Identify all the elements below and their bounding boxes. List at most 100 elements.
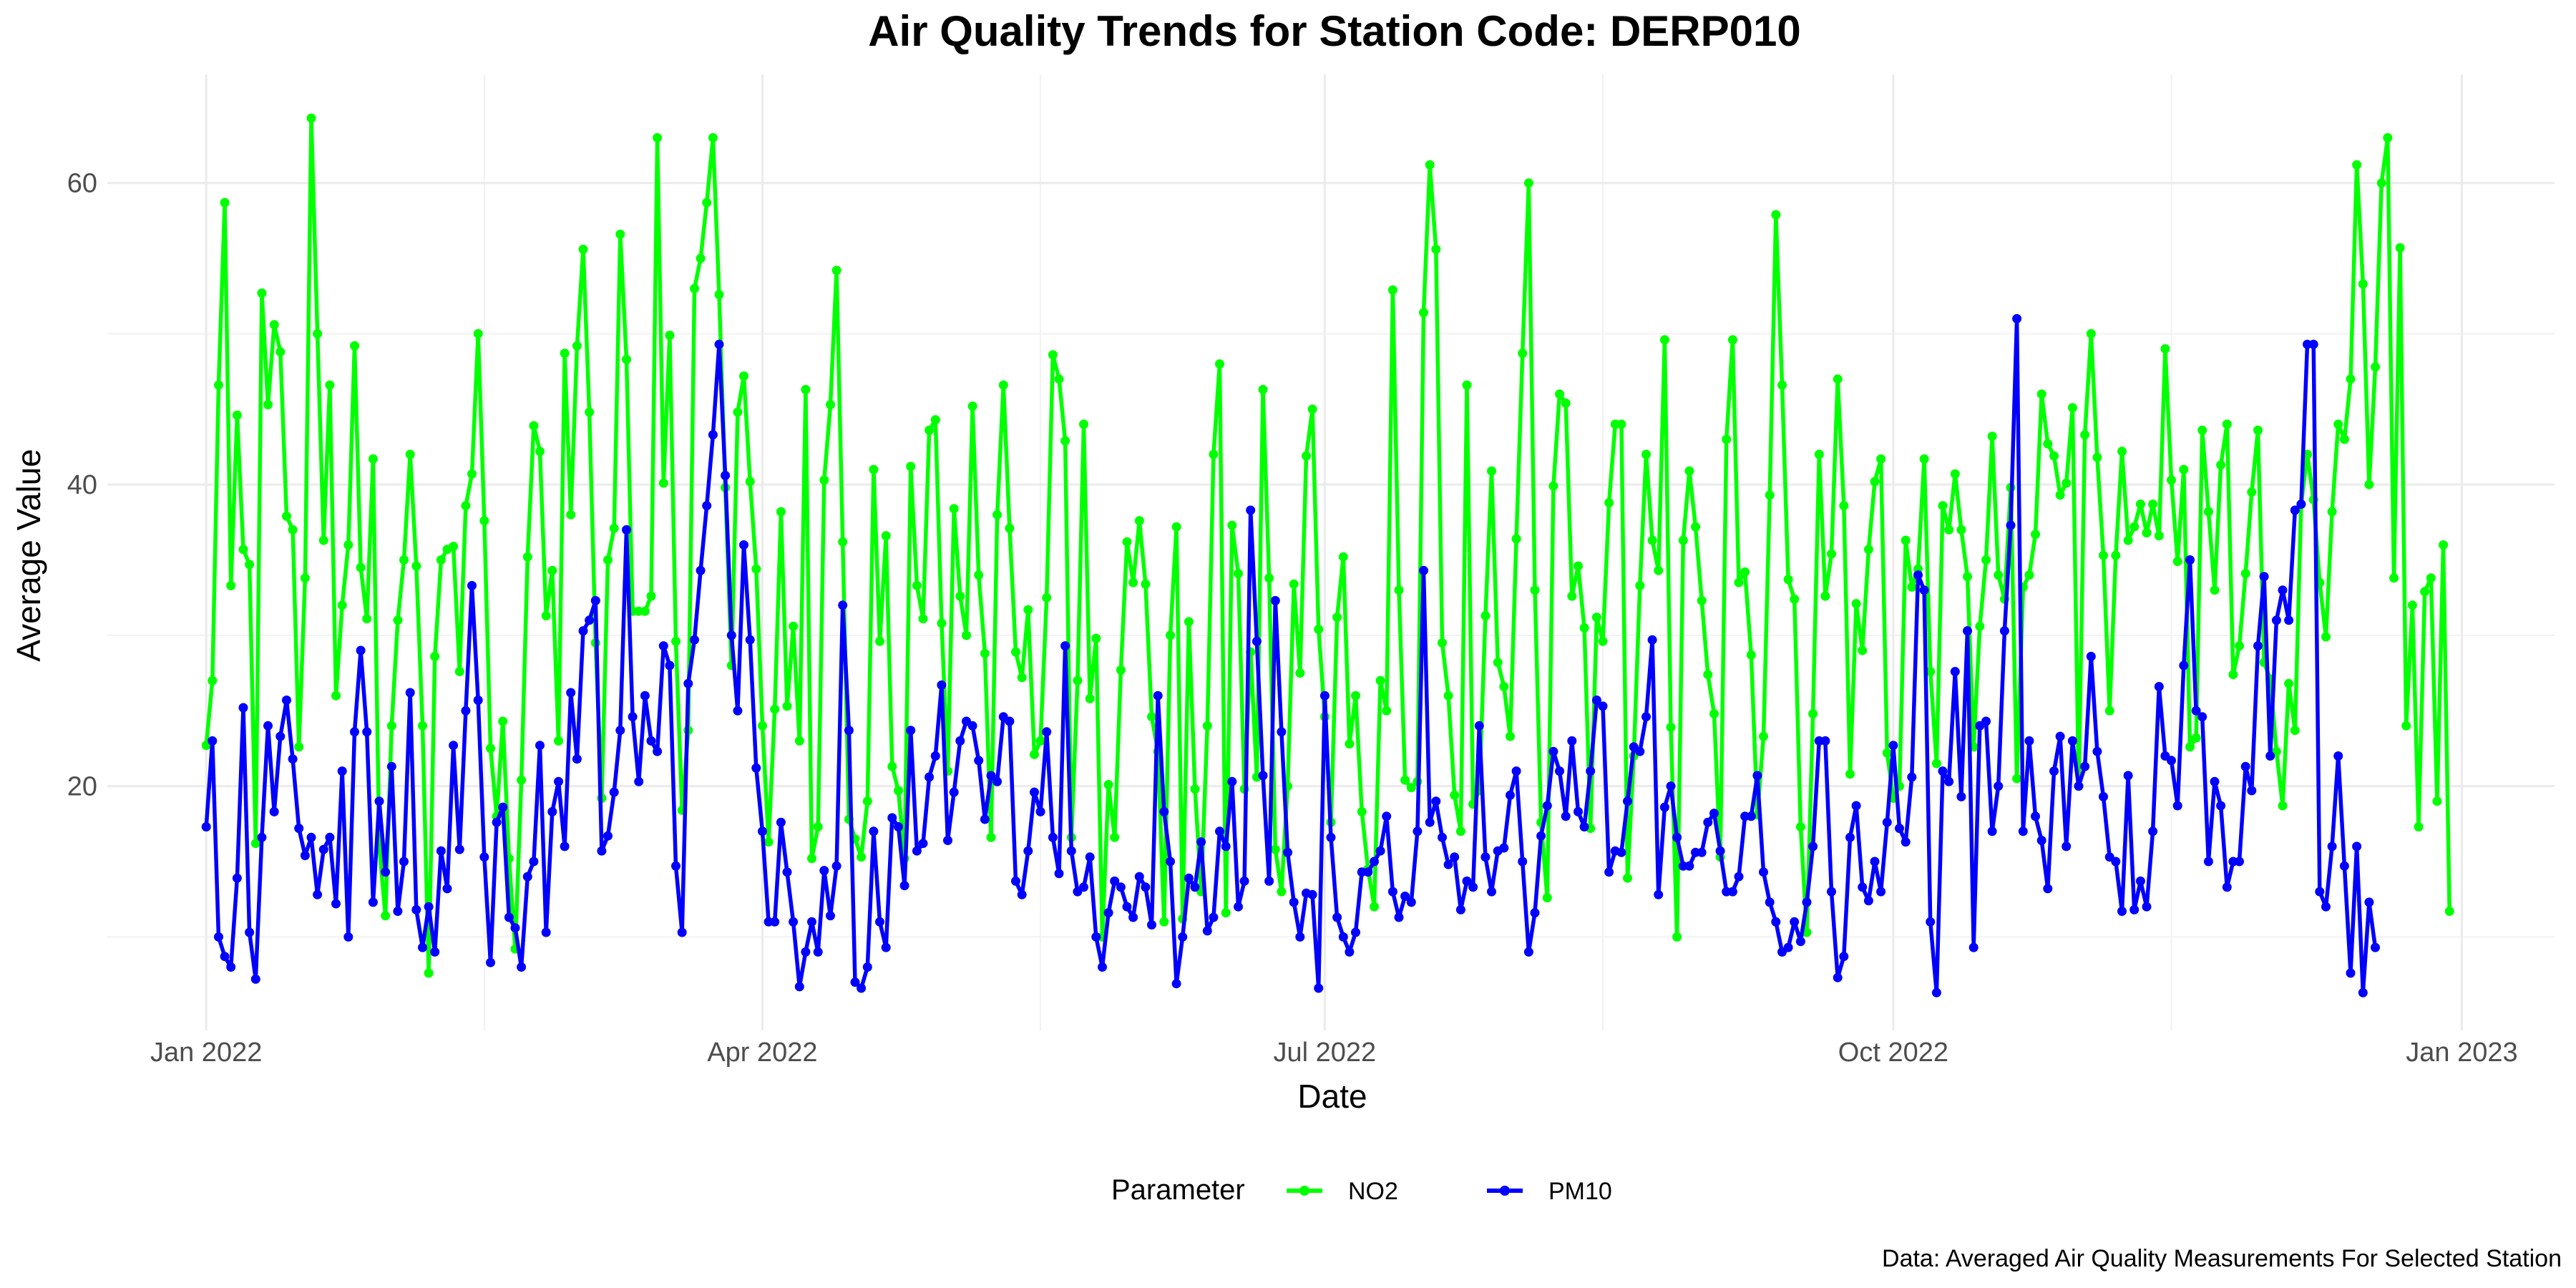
no2-point	[2104, 706, 2114, 716]
no2-point	[838, 537, 848, 547]
pm10-point	[554, 776, 563, 786]
no2-point	[2401, 721, 2411, 731]
no2-point	[937, 618, 947, 628]
pm10-point	[782, 867, 792, 877]
pm10-point	[1654, 889, 1664, 899]
pm10-point	[2031, 811, 2040, 821]
pm10-point	[1110, 876, 1120, 886]
no2-point	[733, 407, 743, 417]
no2-point	[2099, 550, 2108, 560]
no2-point	[1851, 599, 1861, 609]
pm10-point	[1623, 796, 1632, 806]
no2-point	[696, 253, 706, 263]
no2-point	[2414, 822, 2424, 831]
no2-point	[992, 509, 1002, 519]
pm10-point	[214, 932, 223, 942]
no2-point	[1567, 591, 1577, 601]
pm10-point	[2339, 861, 2349, 871]
pm10-point	[770, 917, 780, 927]
pm10-point	[510, 923, 520, 933]
no2-point	[1827, 549, 1836, 559]
pm10-point	[467, 580, 477, 590]
legend-title: Parameter	[1111, 1174, 1245, 1206]
pm10-point	[473, 696, 483, 705]
no2-point	[1289, 579, 1299, 589]
no2-point	[1950, 469, 1960, 479]
no2-point	[1338, 552, 1348, 562]
pm10-point	[1283, 847, 1292, 857]
pm10-point	[974, 756, 984, 766]
no2-point	[1122, 537, 1132, 547]
pm10-point	[745, 635, 755, 645]
pm10-point	[2185, 555, 2195, 565]
pm10-point	[1332, 912, 1342, 922]
no2-point	[541, 611, 551, 620]
no2-point	[461, 501, 471, 511]
pm10-point	[578, 626, 588, 636]
no2-point	[2240, 569, 2250, 578]
no2-point	[1351, 691, 1360, 701]
no2-point	[2092, 452, 2102, 462]
no2-point	[560, 348, 570, 358]
pm10-point	[1944, 776, 1954, 786]
pm10-point	[665, 660, 675, 670]
no2-point	[1555, 389, 1564, 399]
pm10-point	[1548, 746, 1558, 756]
no2-point	[486, 743, 495, 753]
pm10-point	[1703, 817, 1713, 827]
no2-point	[1771, 210, 1781, 220]
pm10-point	[1586, 766, 1596, 776]
pm10-point	[2197, 712, 2207, 722]
pm10-point	[257, 832, 267, 842]
no2-point	[751, 564, 761, 574]
pm10-point	[1450, 852, 1460, 862]
no2-point	[2197, 425, 2207, 435]
pm10-point	[2129, 904, 2140, 914]
x-tick-label: Oct 2022	[1838, 1038, 1948, 1068]
pm10-point	[1319, 691, 1330, 701]
no2-point	[1166, 630, 1175, 640]
pm10-point	[801, 947, 811, 957]
pm10-point	[504, 912, 514, 922]
no2-point	[1765, 490, 1775, 500]
pm10-point	[683, 678, 693, 688]
no2-point	[1907, 582, 1917, 592]
pm10-point	[819, 866, 829, 876]
no2-point	[875, 636, 884, 646]
no2-point	[1944, 525, 1954, 535]
pm10-point	[1370, 857, 1379, 867]
pm10-point	[461, 706, 471, 716]
pm10-point	[2123, 771, 2133, 781]
no2-point	[998, 380, 1008, 390]
pm10-point	[1697, 847, 1707, 857]
pm10-point	[1234, 902, 1243, 912]
pm10-point	[1455, 904, 1465, 914]
legend-swatch-point	[1500, 1186, 1510, 1196]
pm10-point	[1351, 927, 1360, 937]
no2-point	[1141, 579, 1151, 589]
pm10-point	[313, 889, 323, 899]
no2-point	[1147, 712, 1156, 722]
no2-point	[1493, 658, 1503, 668]
no2-point	[393, 615, 403, 625]
pm10-point	[1338, 932, 1348, 942]
pm10-point	[306, 832, 316, 842]
no2-point	[1870, 477, 1880, 487]
pm10-point	[1178, 932, 1188, 942]
pm10-point	[1790, 917, 1800, 927]
no2-point	[1654, 565, 1664, 575]
no2-point	[1394, 585, 1404, 595]
pm10-point	[245, 927, 255, 937]
pm10-point	[517, 962, 527, 972]
pm10-point	[1196, 837, 1206, 847]
no2-point	[1845, 769, 1855, 779]
pm10-point	[2074, 781, 2084, 791]
pm10-point	[826, 911, 835, 921]
pm10-point	[2092, 746, 2102, 756]
pm10-point	[486, 957, 495, 967]
no2-point	[763, 837, 774, 847]
no2-point	[1042, 592, 1052, 602]
pm10-point	[1827, 887, 1836, 897]
no2-point	[770, 704, 780, 714]
